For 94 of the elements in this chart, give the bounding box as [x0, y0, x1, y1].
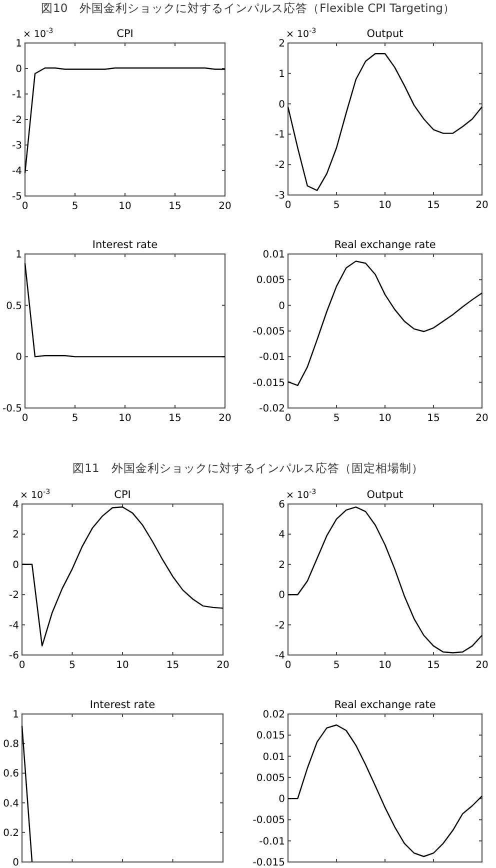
x-tick-label: 15: [427, 413, 440, 424]
caption: 図10 外国金利ショックに対するインパルス応答（Flexible CPI Targeting）: [41, 1, 455, 15]
y-tick-label: -0.005: [252, 326, 285, 338]
x-tick-label: 15: [427, 660, 440, 671]
y-tick-label: 1: [278, 68, 285, 80]
y-tick-label: -1: [12, 90, 22, 100]
y-tick-label: 0: [278, 794, 285, 806]
chart-title: Real exchange rate: [334, 699, 436, 711]
x-tick-label: 15: [168, 201, 182, 212]
x-tick-label: 5: [69, 660, 76, 671]
y-tick-label: 0: [12, 560, 19, 571]
y-tick-label: 2: [278, 560, 285, 571]
x-tick-label: 10: [378, 413, 392, 424]
y-tick-label: -2: [12, 115, 22, 126]
x-tick-label: 15: [168, 413, 182, 424]
y-tick-label: -5: [12, 192, 22, 202]
line-series: [287, 724, 483, 858]
y-tick-label: -1: [275, 130, 285, 141]
y-axis-title: × 10$^{-3}$: [286, 486, 316, 501]
y-tick-label: 4: [278, 530, 285, 541]
y-tick-label: 2: [12, 530, 19, 541]
y-tick-label: 1: [16, 38, 22, 50]
y-tick-label: 0: [278, 590, 285, 602]
y-tick-label: -0.015: [252, 858, 285, 868]
y-tick-label: 0: [12, 858, 19, 868]
x-tick-label: 20: [476, 413, 488, 424]
y-tick-label: -2: [275, 620, 285, 632]
y-tick-label: -4: [9, 620, 19, 632]
chart-title: Interest rate: [92, 239, 158, 251]
line-series: [287, 506, 483, 654]
x-tick-label: 20: [218, 201, 232, 212]
caption: 図11 外国金利ショックに対するインパルス応答（固定相場制）: [72, 461, 424, 475]
y-axis-title: × 10$^{-3}$: [20, 486, 50, 501]
x-tick-label: 10: [118, 201, 132, 212]
x-tick-label: 10: [118, 413, 132, 424]
x-tick-label: 20: [476, 660, 488, 671]
y-tick-label: 0.8: [3, 739, 19, 750]
chart-title: CPI: [114, 489, 131, 501]
y-tick-label: -2: [9, 590, 19, 602]
line-series: [287, 260, 483, 386]
y-tick-label: 0: [278, 99, 285, 110]
chart-title: Interest rate: [90, 699, 156, 711]
x-tick-label: 5: [72, 413, 78, 424]
y-tick-label: 0.6: [3, 768, 19, 780]
line-series: [24, 67, 226, 174]
y-tick-label: -3: [12, 140, 22, 152]
x-tick-label: 20: [476, 200, 488, 211]
y-tick-label: -0.005: [252, 815, 285, 826]
y-tick-label: -0.01: [259, 352, 285, 364]
chart-title: Output: [366, 489, 404, 501]
y-tick-label: 0.005: [256, 275, 285, 286]
y-axis-title: × 10$^{-3}$: [23, 26, 54, 40]
y-tick-label: 0.2: [3, 828, 19, 839]
chart-title: CPI: [116, 28, 134, 40]
y-axis-title: × 10$^{-3}$: [286, 26, 316, 40]
line-series: [21, 506, 224, 647]
y-tick-label: 0: [16, 352, 22, 364]
y-tick-label: 0.005: [256, 772, 285, 784]
y-tick-label: -4: [12, 166, 22, 177]
y-tick-label: -0.01: [259, 836, 285, 848]
y-tick-label: 0.5: [6, 300, 22, 312]
x-tick-label: 10: [378, 200, 392, 211]
y-tick-label: 0: [16, 64, 22, 75]
y-tick-label: -0.015: [252, 378, 285, 389]
y-tick-label: 0.01: [262, 250, 285, 260]
y-tick-label: 1: [16, 250, 22, 260]
y-tick-label: 0.015: [256, 730, 285, 742]
y-tick-label: 0.4: [3, 798, 19, 810]
x-tick-label: 5: [72, 201, 78, 212]
x-tick-label: 5: [333, 200, 340, 211]
x-tick-label: 5: [333, 660, 340, 671]
y-tick-label: -4: [275, 650, 285, 662]
x-tick-label: 10: [116, 660, 129, 671]
y-tick-label: 0: [278, 300, 285, 312]
y-tick-label: 2: [278, 38, 285, 50]
x-tick-label: 20: [218, 413, 232, 424]
y-tick-label: 6: [278, 500, 285, 510]
y-tick-label: -0.5: [2, 404, 22, 414]
chart-title: Real exchange rate: [334, 239, 436, 251]
x-tick-label: 5: [333, 413, 340, 424]
y-tick-label: -2: [275, 160, 285, 172]
x-tick-label: 15: [427, 200, 440, 211]
y-tick-label: 4: [12, 500, 19, 510]
x-tick-label: 10: [378, 660, 392, 671]
y-tick-label: -6: [9, 650, 19, 662]
x-tick-label: 20: [216, 660, 230, 671]
y-tick-label: 0.02: [262, 710, 285, 720]
y-tick-label: -0.02: [259, 404, 285, 414]
y-tick-label: 1: [12, 710, 19, 720]
x-tick-label: 15: [166, 660, 180, 671]
y-tick-label: 0.01: [262, 752, 285, 763]
line-series: [287, 53, 483, 192]
chart-title: Output: [366, 28, 404, 40]
y-tick-label: -3: [275, 190, 285, 202]
